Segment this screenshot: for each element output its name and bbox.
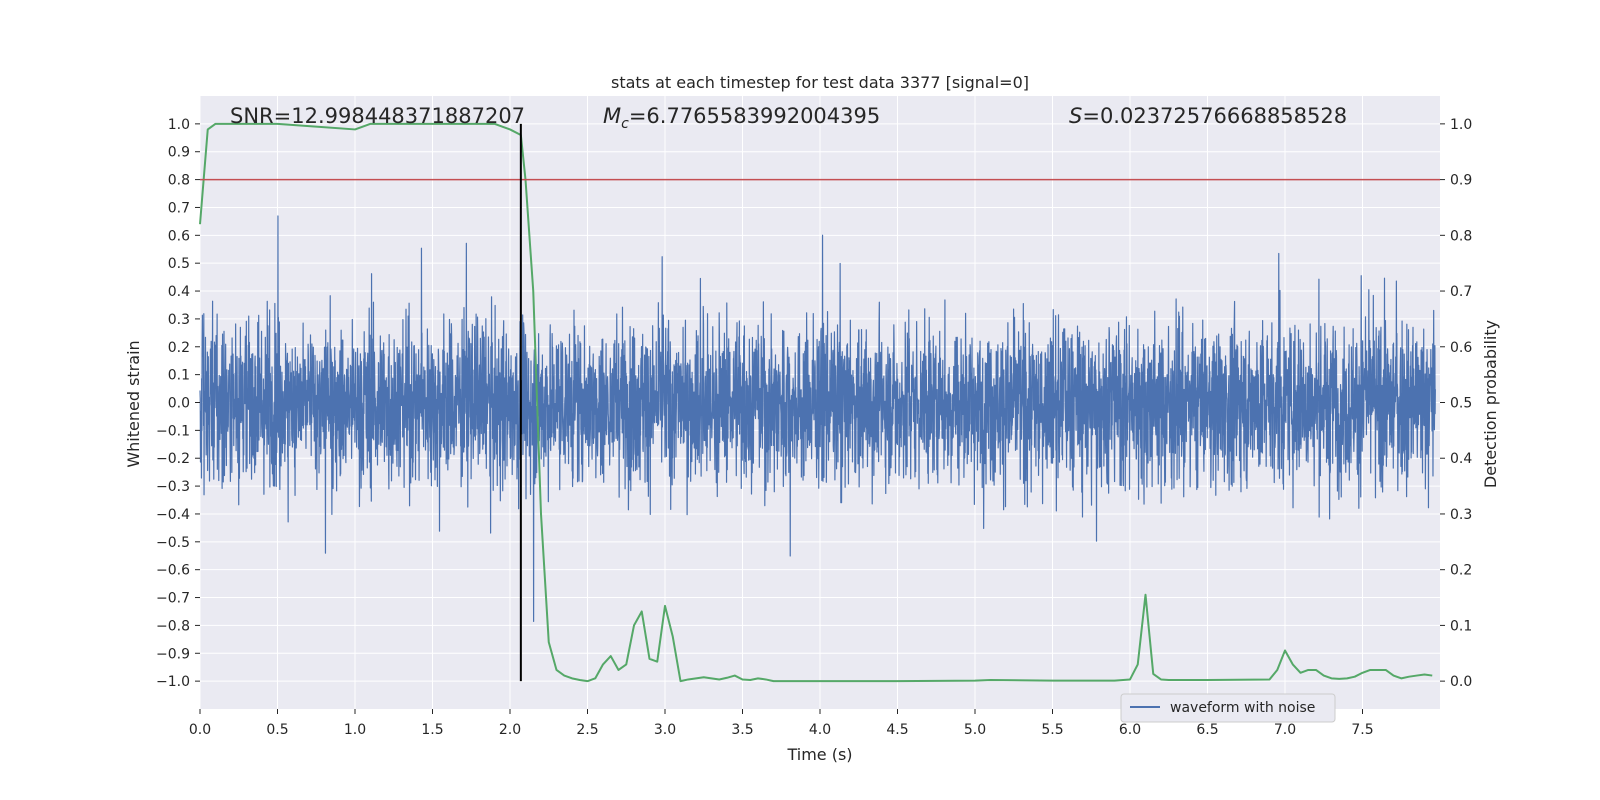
y-left-tick-label: 0.7 xyxy=(168,200,190,216)
y-right-tick-label: 0.4 xyxy=(1450,451,1472,467)
y-axis-label-left: Whitened strain xyxy=(124,340,143,467)
y-right-tick-label: 0.5 xyxy=(1450,396,1472,412)
x-tick-label: 5.0 xyxy=(964,722,986,738)
legend: waveform with noise xyxy=(1120,693,1336,723)
x-tick-label: 2.0 xyxy=(499,722,521,738)
y-right-tick-label: 0.6 xyxy=(1450,340,1472,356)
legend-box xyxy=(1120,693,1336,723)
x-tick-label: 6.0 xyxy=(1119,722,1141,738)
x-tick-label: 1.5 xyxy=(421,722,443,738)
y-axis-label-right: Detection probability xyxy=(1481,320,1500,488)
chirp-mass-subscript: c xyxy=(621,116,629,132)
s-annotation: S=0.02372576668858528 xyxy=(1069,104,1347,128)
y-right-tick-label: 0.1 xyxy=(1450,618,1472,634)
y-left-tick-label: 1.0 xyxy=(168,117,190,133)
y-left-tick-label: −0.7 xyxy=(156,591,190,607)
y-left-tick-label: −0.8 xyxy=(156,618,190,634)
y-left-tick-label: −0.3 xyxy=(156,479,190,495)
y-left-tick-label: −1.0 xyxy=(156,674,190,690)
waveform-line xyxy=(199,215,1436,623)
y-left-tick-label: −0.4 xyxy=(156,507,190,523)
x-tick-label: 7.0 xyxy=(1274,722,1296,738)
y-left-tick-label: −0.6 xyxy=(156,563,190,579)
x-tick-label: 4.5 xyxy=(886,722,908,738)
detection-probability-line xyxy=(199,122,1433,683)
y-right-tick-label: 0.8 xyxy=(1450,228,1472,244)
x-tick-label: 0.5 xyxy=(266,722,288,738)
legend-label-waveform: waveform with noise xyxy=(1170,700,1315,716)
x-axis: 0.0 0.5 1.0 1.5 2.0 2.5 3.0 3.5 4.0 4.5 5.0 5.5 6.0 6… xyxy=(189,709,1374,738)
overlays xyxy=(199,122,1440,683)
x-tick-label: 3.5 xyxy=(731,722,753,738)
x-tick-label: 6.5 xyxy=(1196,722,1218,738)
y-right-tick-label: 0.3 xyxy=(1450,507,1472,523)
y-left-tick-label: 0.1 xyxy=(168,368,190,384)
s-symbol: S xyxy=(1069,104,1082,128)
y-left-tick-label: 0.2 xyxy=(168,340,190,356)
y-right-tick-label: 0.2 xyxy=(1450,563,1472,579)
y-left-tick-label: −0.1 xyxy=(156,423,190,439)
x-tick-label: 5.5 xyxy=(1041,722,1063,738)
y-left-tick-label: −0.9 xyxy=(156,646,190,662)
y-left-tick-label: 0.0 xyxy=(168,396,190,412)
x-tick-label: 4.0 xyxy=(809,722,831,738)
y-right-tick-label: 0.0 xyxy=(1450,674,1472,690)
x-tick-label: 0.0 xyxy=(189,722,211,738)
chirp-mass-annotation: Mc=6.7765583992004395 xyxy=(603,104,880,132)
y-left-tick-label: 0.8 xyxy=(168,173,190,189)
right-y-axis: 0.0 0.1 0.2 0.3 0.4 0.5 0.6 0.7 0.8 0.9 1.0 xyxy=(1440,117,1472,690)
y-left-tick-label: 0.5 xyxy=(168,256,190,272)
x-tick-label: 1.0 xyxy=(344,722,366,738)
y-left-tick-label: 0.6 xyxy=(168,228,190,244)
y-right-tick-label: 0.7 xyxy=(1450,284,1472,300)
snr-annotation: SNR=12.998448371887207 xyxy=(230,104,525,128)
left-y-axis: −1.0 −0.9 −0.8 −0.7 −0.6 −0.5 −0.4 −0.3 −0.2 −0.1… xyxy=(156,117,200,690)
x-axis-label: Time (s) xyxy=(786,745,852,764)
y-right-tick-label: 0.9 xyxy=(1450,173,1472,189)
waveform-with-noise-series xyxy=(199,215,1436,623)
s-value: =0.02372576668858528 xyxy=(1082,104,1347,128)
y-right-tick-label: 1.0 xyxy=(1450,117,1472,133)
x-tick-label: 3.0 xyxy=(654,722,676,738)
y-left-tick-label: −0.5 xyxy=(156,535,190,551)
x-tick-label: 2.5 xyxy=(576,722,598,738)
x-tick-label: 7.5 xyxy=(1351,722,1373,738)
y-left-tick-label: 0.9 xyxy=(168,145,190,161)
chirp-mass-value: =6.7765583992004395 xyxy=(629,104,880,128)
y-left-tick-label: 0.3 xyxy=(168,312,190,328)
y-left-tick-label: −0.2 xyxy=(156,451,190,467)
y-left-tick-label: 0.4 xyxy=(168,284,190,300)
chirp-mass-symbol: M xyxy=(603,104,621,128)
chart-title: stats at each timestep for test data 337… xyxy=(611,73,1029,92)
